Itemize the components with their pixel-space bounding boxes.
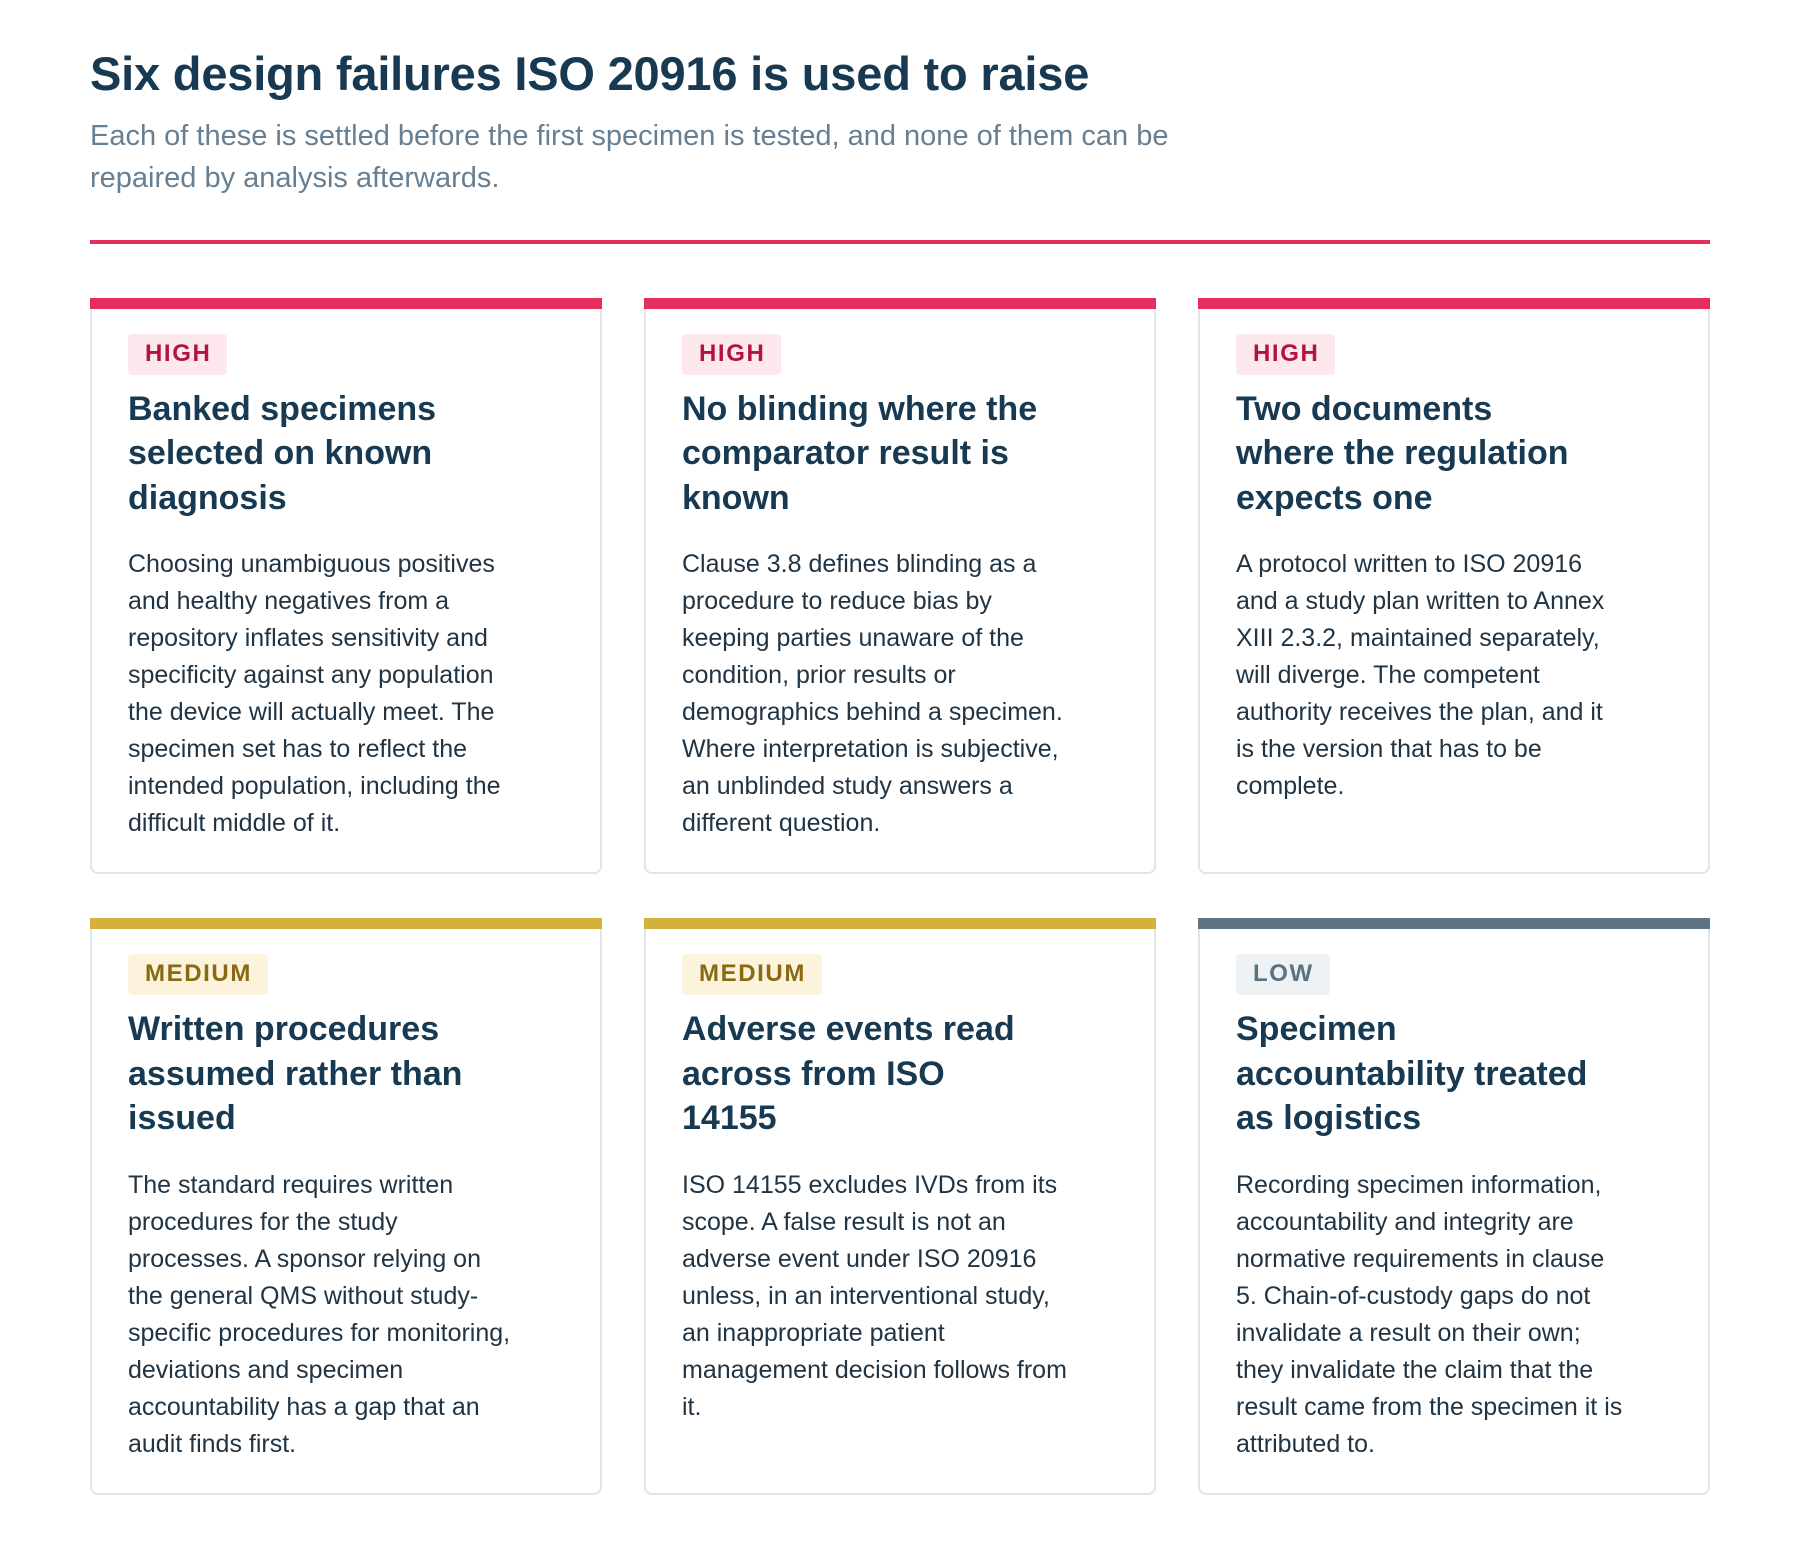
- severity-badge-medium: MEDIUM: [128, 954, 268, 996]
- severity-badge-high: HIGH: [682, 333, 782, 375]
- header-divider: [90, 239, 1710, 244]
- failure-card-banked-specimens: HIGH Banked specimens selected on known …: [90, 297, 602, 875]
- card-body: The standard requires written procedures…: [128, 1170, 511, 1458]
- failure-card-written-procedures: MEDIUM Written procedures assumed rather…: [90, 918, 602, 1495]
- severity-badge-medium: MEDIUM: [682, 954, 822, 996]
- card-title: Two documents where the regulation expec…: [1236, 389, 1569, 517]
- failure-card-two-documents: HIGH Two documents where the regulation …: [1198, 297, 1710, 875]
- card-title: Written procedures assumed rather than i…: [128, 1010, 463, 1138]
- failure-cards-grid: HIGH Banked specimens selected on known …: [90, 297, 1710, 1495]
- failure-card-adverse-events: MEDIUM Adverse events read across from I…: [644, 918, 1156, 1495]
- card-body: Recording specimen information, accounta…: [1236, 1170, 1623, 1458]
- page: Six design failures ISO 20916 is used to…: [90, 47, 1710, 1495]
- card-title: Adverse events read across from ISO 1415…: [682, 1010, 1015, 1138]
- card-title: Specimen accountability treated as logis…: [1236, 1010, 1588, 1138]
- card-body: Clause 3.8 defines blinding as a procedu…: [682, 550, 1063, 838]
- severity-badge-low: LOW: [1236, 954, 1330, 996]
- card-body: Choosing unambiguous positives and healt…: [128, 550, 501, 838]
- severity-badge-high: HIGH: [1236, 333, 1336, 375]
- page-subtitle: Each of these is settled before the firs…: [90, 120, 1169, 195]
- failure-card-no-blinding: HIGH No blinding where the comparator re…: [644, 297, 1156, 875]
- card-body: A protocol written to ISO 20916 and a st…: [1236, 550, 1605, 801]
- failure-card-specimen-accountability: LOW Specimen accountability treated as l…: [1198, 918, 1710, 1495]
- card-title: Banked specimens selected on known diagn…: [128, 389, 437, 517]
- card-body: ISO 14155 excludes IVDs from its scope. …: [682, 1170, 1067, 1421]
- page-title: Six design failures ISO 20916 is used to…: [90, 47, 1090, 100]
- card-title: No blinding where the comparator result …: [682, 389, 1038, 517]
- severity-badge-high: HIGH: [128, 333, 228, 375]
